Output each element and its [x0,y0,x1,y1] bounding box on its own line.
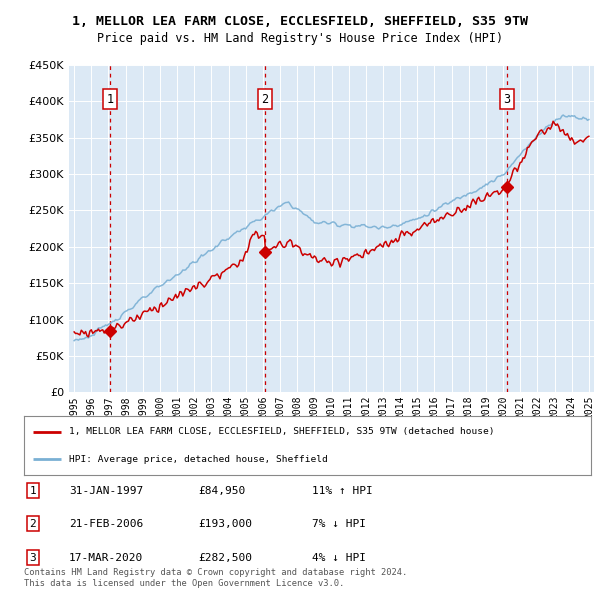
Text: This data is licensed under the Open Government Licence v3.0.: This data is licensed under the Open Gov… [24,579,344,588]
Text: 2: 2 [29,519,37,529]
Text: 21-FEB-2006: 21-FEB-2006 [69,519,143,529]
Text: HPI: Average price, detached house, Sheffield: HPI: Average price, detached house, Shef… [70,454,328,464]
Text: 11% ↑ HPI: 11% ↑ HPI [312,486,373,496]
Text: 1, MELLOR LEA FARM CLOSE, ECCLESFIELD, SHEFFIELD, S35 9TW: 1, MELLOR LEA FARM CLOSE, ECCLESFIELD, S… [72,15,528,28]
Text: 1: 1 [106,93,113,106]
Text: 2: 2 [262,93,269,106]
Text: Contains HM Land Registry data © Crown copyright and database right 2024.: Contains HM Land Registry data © Crown c… [24,568,407,577]
Text: £84,950: £84,950 [198,486,245,496]
Text: Price paid vs. HM Land Registry's House Price Index (HPI): Price paid vs. HM Land Registry's House … [97,32,503,45]
Text: 1: 1 [29,486,37,496]
Text: 3: 3 [29,553,37,562]
Text: 31-JAN-1997: 31-JAN-1997 [69,486,143,496]
Text: 3: 3 [503,93,510,106]
Text: £193,000: £193,000 [198,519,252,529]
Text: 4% ↓ HPI: 4% ↓ HPI [312,553,366,562]
Text: £282,500: £282,500 [198,553,252,562]
Text: 17-MAR-2020: 17-MAR-2020 [69,553,143,562]
Text: 7% ↓ HPI: 7% ↓ HPI [312,519,366,529]
Text: 1, MELLOR LEA FARM CLOSE, ECCLESFIELD, SHEFFIELD, S35 9TW (detached house): 1, MELLOR LEA FARM CLOSE, ECCLESFIELD, S… [70,427,495,437]
